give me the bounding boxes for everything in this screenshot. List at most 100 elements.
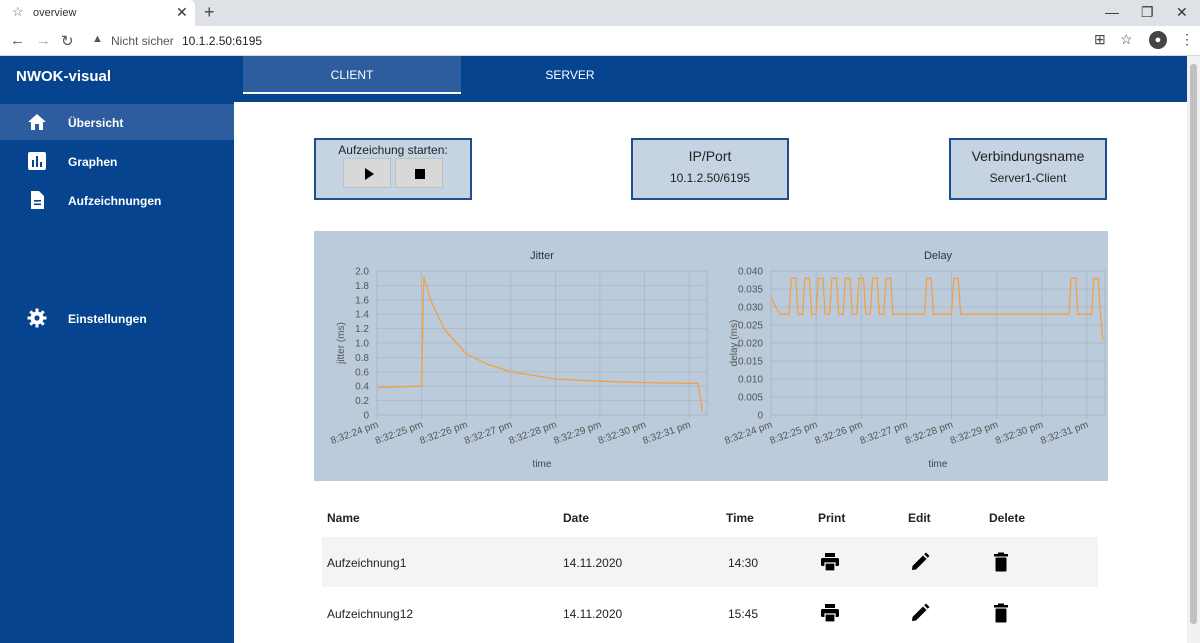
scrollbar-thumb[interactable] [1190,64,1197,624]
security-label: Nicht sicher [111,34,174,48]
y-tick-label: 0.010 [738,375,763,386]
header-date: Date [563,511,590,525]
stop-button[interactable] [395,158,443,188]
header-edit: Edit [908,511,931,525]
play-button[interactable] [343,158,391,188]
y-tick-label: 1.2 [355,324,369,335]
warning-icon: ▲ [92,33,103,45]
sidebar-item-aufzeichnungen[interactable]: Aufzeichnungen [0,182,234,218]
bookmark-star-icon[interactable]: ☆ [1120,31,1133,47]
y-tick-label: 0.020 [738,339,763,350]
header-name: Name [327,511,360,525]
ipport-value: 10.1.2.50/6195 [669,171,751,185]
series-line [376,276,704,412]
url-field[interactable]: ▲ Nicht sicher 10.1.2.50:6195 [82,30,1082,52]
sidebar-item-uebersicht[interactable]: Übersicht [0,104,234,140]
x-tick-label: 8:32:28 pm [904,419,955,446]
y-tick-label: 0.030 [738,303,763,314]
sidebar: Übersicht Graphen Aufzeichnungen Einstel… [0,102,234,643]
y-tick-label: 0.6 [355,367,369,378]
ipport-box: IP/Port 10.1.2.50/6195 [631,138,789,200]
edit-icon[interactable] [909,602,931,624]
x-axis-label: time [533,459,552,470]
connection-title: Verbindungsname [971,148,1085,164]
ipport-title: IP/Port [688,148,732,164]
edit-icon[interactable] [909,551,931,573]
y-tick-label: 2.0 [355,267,369,278]
url-text: 10.1.2.50:6195 [182,34,263,48]
home-icon [28,114,46,130]
scrollbar[interactable] [1187,56,1200,643]
browser-tabbar: ☆ overview ✕ + — ❐ ✕ [0,0,1200,26]
series-line [770,277,1104,340]
y-axis-label: jitter (ms) [336,322,347,365]
profile-avatar-icon[interactable]: ● [1149,31,1167,49]
print-icon[interactable] [819,551,841,573]
menu-dots-icon[interactable]: ⋮ [1180,31,1194,47]
x-tick-label: 8:32:28 pm [508,419,559,446]
y-tick-label: 0.8 [355,353,369,364]
minimize-icon[interactable]: — [1105,4,1119,20]
charts-svg: Jitter time jitter (ms) 0 0.2 0.4 0.6 0.8 1.0 1.2… [329,250,1106,470]
cell-date: 14.11.2020 [563,607,623,621]
recording-label: Aufzeichung starten: [338,143,448,157]
new-tab-icon[interactable]: + [204,2,215,22]
x-tick-label: 8:32:25 pm [768,419,819,446]
sidebar-item-label: Graphen [68,155,118,169]
x-tick-label: 8:32:29 pm [552,419,603,446]
cell-time: 15:45 [728,607,759,621]
y-tick-label: 0.005 [738,393,763,404]
window-close-icon[interactable]: ✕ [1176,4,1188,20]
forward-icon[interactable]: → [36,32,51,49]
y-tick-label: 1.0 [355,339,369,350]
x-tick-label: 8:32:24 pm [723,419,774,446]
tab-server[interactable]: SERVER [545,68,595,82]
y-tick-label: 0 [363,411,369,422]
sidebar-item-graphen[interactable]: Graphen [0,143,234,179]
delete-icon[interactable] [990,602,1012,624]
x-tick-label: 8:32:25 pm [374,419,425,446]
tab-close-icon[interactable]: ✕ [176,4,188,20]
x-tick-label: 8:32:26 pm [418,419,469,446]
restore-icon[interactable]: ❐ [1141,4,1154,20]
address-bar-row: ← → ↻ ▲ Nicht sicher 10.1.2.50:6195 [0,26,1200,56]
y-tick-label: 1.8 [355,281,369,292]
sidebar-item-einstellungen[interactable]: Einstellungen [0,300,234,336]
translate-icon[interactable]: ⊞ [1094,31,1106,47]
play-icon [365,168,374,180]
print-icon[interactable] [819,602,841,624]
reload-icon[interactable]: ↻ [61,33,74,50]
sidebar-item-label: Einstellungen [68,312,147,326]
y-tick-label: 1.4 [355,310,369,321]
y-tick-label: 0.4 [355,382,369,393]
recording-box: Aufzeichung starten: [314,138,472,200]
y-axis-label: delay (ms) [729,320,740,367]
table-row: Aufzeichnung1 14.11.2020 14:30 [322,537,1098,587]
y-tick-label: 0.035 [738,285,763,296]
sidebar-item-label: Aufzeichnungen [68,194,162,208]
tab-client[interactable]: CLIENT [243,56,461,94]
y-tick-label: 0.040 [738,267,763,278]
tab-star-icon: ☆ [12,4,24,19]
x-tick-label: 8:32:27 pm [859,419,910,446]
connection-box: Verbindungsname Server1-Client [949,138,1107,200]
y-tick-label: 0.015 [738,357,763,368]
y-tick-label: 0.2 [355,396,369,407]
back-icon[interactable]: ← [10,32,25,49]
cell-time: 14:30 [728,556,759,570]
bar-chart-icon [28,152,46,170]
x-tick-label: 8:32:30 pm [994,419,1045,446]
cell-date: 14.11.2020 [563,556,623,570]
header-time: Time [726,511,754,525]
y-tick-label: 1.6 [355,295,369,306]
y-tick-label: 0.025 [738,321,763,332]
tab-title: overview [33,7,77,19]
charts-panel: Jitter time jitter (ms) 0 0.2 0.4 0.6 0.8 1.0 1.2… [314,231,1108,481]
chart-title: Jitter [530,250,554,262]
delete-icon[interactable] [990,551,1012,573]
browser-tab[interactable]: ☆ overview ✕ [0,0,195,26]
x-tick-label: 8:32:29 pm [949,419,1000,446]
y-tick-label: 0 [757,411,763,422]
app-brand: NWOK-visual [16,68,112,85]
connection-value: Server1-Client [989,171,1067,185]
